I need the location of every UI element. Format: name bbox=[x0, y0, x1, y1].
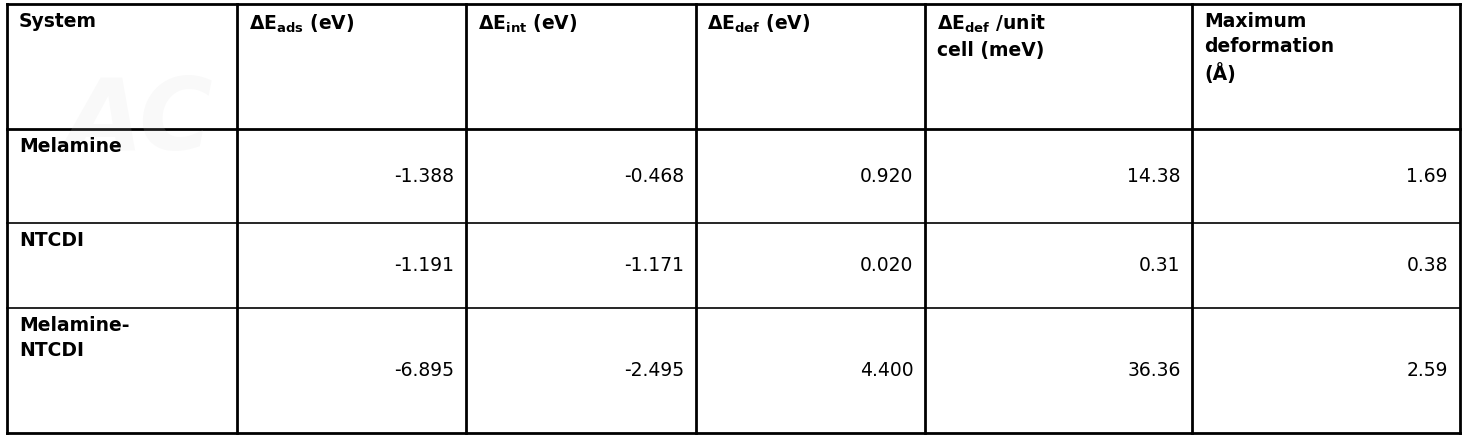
Text: $\mathbf{\Delta E_{ads}}$ (eV): $\mathbf{\Delta E_{ads}}$ (eV) bbox=[248, 12, 354, 35]
Text: $\mathbf{\Delta E_{def}}$ /unit
cell (meV): $\mathbf{\Delta E_{def}}$ /unit cell (me… bbox=[937, 12, 1046, 59]
Text: System: System bbox=[19, 12, 97, 31]
Text: Melamine: Melamine bbox=[19, 137, 122, 156]
Text: AC: AC bbox=[66, 74, 213, 171]
Text: -1.171: -1.171 bbox=[623, 256, 684, 275]
Text: NTCDI: NTCDI bbox=[19, 231, 84, 250]
Text: $\mathbf{\Delta E_{def}}$ (eV): $\mathbf{\Delta E_{def}}$ (eV) bbox=[707, 12, 811, 35]
Text: $\mathbf{\Delta E_{int}}$ (eV): $\mathbf{\Delta E_{int}}$ (eV) bbox=[478, 12, 578, 35]
Text: 0.38: 0.38 bbox=[1407, 256, 1448, 275]
Text: -1.388: -1.388 bbox=[395, 166, 455, 186]
Text: 14.38: 14.38 bbox=[1127, 166, 1181, 186]
Text: 1.69: 1.69 bbox=[1407, 166, 1448, 186]
Text: 0.31: 0.31 bbox=[1140, 256, 1181, 275]
Text: -2.495: -2.495 bbox=[623, 361, 684, 380]
Text: Melamine-
NTCDI: Melamine- NTCDI bbox=[19, 316, 129, 360]
Text: 2.59: 2.59 bbox=[1407, 361, 1448, 380]
Text: -0.468: -0.468 bbox=[623, 166, 684, 186]
Text: 0.020: 0.020 bbox=[860, 256, 914, 275]
Text: -1.191: -1.191 bbox=[395, 256, 455, 275]
Text: 36.36: 36.36 bbox=[1127, 361, 1181, 380]
Text: -6.895: -6.895 bbox=[395, 361, 455, 380]
Text: 4.400: 4.400 bbox=[860, 361, 914, 380]
Text: Maximum
deformation
(Å): Maximum deformation (Å) bbox=[1204, 12, 1335, 84]
Text: 0.920: 0.920 bbox=[860, 166, 914, 186]
